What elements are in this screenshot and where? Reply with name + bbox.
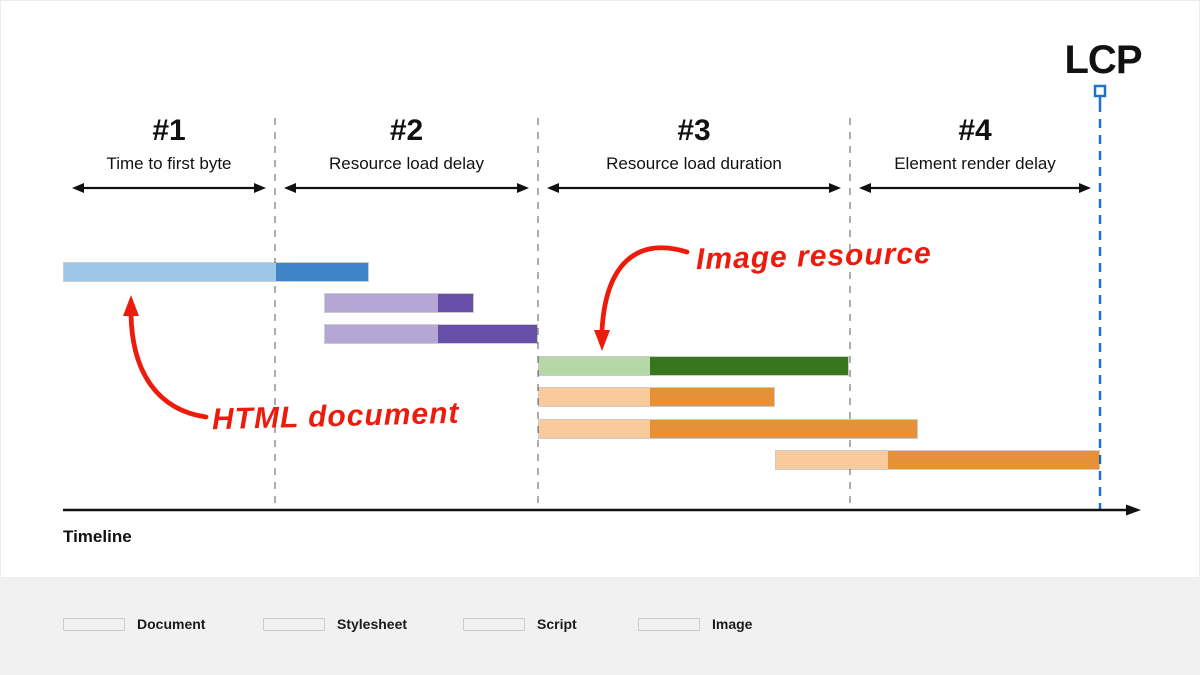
script-dark-segment <box>650 420 917 438</box>
script-dark-segment <box>888 451 1099 469</box>
phase-name-1: Time to first byte <box>106 154 232 173</box>
phase-number-4: #4 <box>958 114 992 147</box>
phase-name-3: Resource load duration <box>606 154 782 173</box>
phase-name-2: Resource load delay <box>329 154 484 173</box>
legend-item-document: Document <box>63 611 205 637</box>
annotation-arrow-image-resource <box>594 245 690 351</box>
legend-label-image: Image <box>712 616 753 632</box>
phase-number-2: #2 <box>389 114 424 147</box>
legend-label-stylesheet: Stylesheet <box>337 616 408 632</box>
image-dark-segment <box>650 357 848 375</box>
bar-script <box>538 387 775 407</box>
phase-header-4: #4 Element render delay <box>850 114 1100 174</box>
phase-header-1: #1 Time to first byte <box>63 114 275 174</box>
bar-stylesheet <box>324 293 474 313</box>
legend-swatch-script <box>463 617 525 631</box>
script-dark-segment <box>650 388 774 406</box>
timeline-axis-label: Timeline <box>63 527 132 546</box>
lcp-title: LCP <box>1064 38 1143 82</box>
phase-name-4: Element render delay <box>894 154 1056 173</box>
legend-swatch-stylesheet <box>263 617 325 631</box>
phase-extent-arrow-1 <box>72 183 266 193</box>
annotation-arrow-html-document <box>123 295 209 420</box>
legend-swatch-document <box>63 617 125 631</box>
stylesheet-dark-segment <box>438 325 537 343</box>
bar-stylesheet <box>324 324 538 344</box>
timeline-axis <box>63 504 1141 516</box>
image-light-segment <box>539 357 650 375</box>
legend-swatch-image <box>638 617 700 631</box>
legend-item-script: Script <box>463 611 577 637</box>
legend-label-document: Document <box>137 616 206 632</box>
legend-band <box>0 577 1200 675</box>
phase-extent-arrow-2 <box>284 183 529 193</box>
bar-document <box>63 262 369 282</box>
stylesheet-dark-segment <box>438 294 473 312</box>
legend-item-stylesheet: Stylesheet <box>263 611 407 637</box>
bar-image <box>538 356 849 376</box>
bar-script <box>538 419 918 439</box>
phase-number-3: #3 <box>677 114 711 147</box>
phase-number-1: #1 <box>152 114 186 147</box>
document-dark-segment <box>276 263 368 281</box>
document-light-segment <box>64 263 276 281</box>
phase-extent-arrow-3 <box>547 183 841 193</box>
phase-extent-arrow-4 <box>859 183 1091 193</box>
phase-header-2: #2 Resource load delay <box>275 114 538 174</box>
annotation-text-html-document: HTML document <box>211 396 460 437</box>
stylesheet-light-segment <box>325 325 438 343</box>
bar-script <box>775 450 1100 470</box>
lcp-marker-icon <box>1093 84 1107 98</box>
legend-label-script: Script <box>537 616 577 632</box>
script-light-segment <box>539 420 650 438</box>
annotation-text-image-resource: Image resource <box>695 236 933 277</box>
stylesheet-light-segment <box>325 294 438 312</box>
script-light-segment <box>539 388 650 406</box>
script-light-segment <box>776 451 888 469</box>
phase-header-3: #3 Resource load duration <box>538 114 850 174</box>
legend-item-image: Image <box>638 611 752 637</box>
